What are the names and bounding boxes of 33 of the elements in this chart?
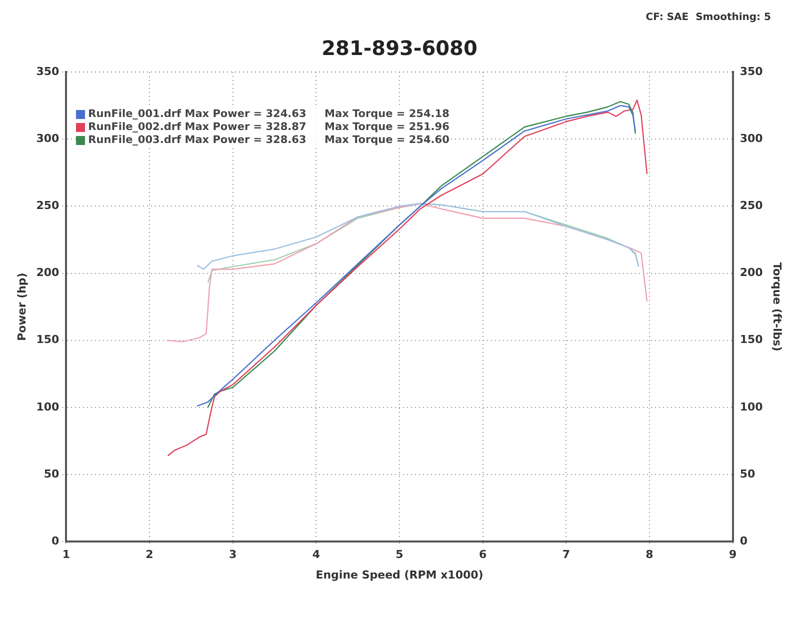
y2-tick-label: 100 xyxy=(740,400,764,414)
y2-tick-label: 200 xyxy=(740,266,764,280)
x-tick-label: 1 xyxy=(62,548,70,562)
x-tick-label: 7 xyxy=(562,548,570,562)
y2-tick-label: 0 xyxy=(740,534,748,548)
y-axis-title: Power (hp) xyxy=(15,272,28,341)
x-tick-label: 4 xyxy=(312,548,320,562)
y-tick-label: 100 xyxy=(36,400,60,414)
legend-label: RunFile_002.drf Max Power = 328.87 Max Torque = 251.96 xyxy=(88,121,450,134)
text: CF: SAE Smoothing: 5 xyxy=(646,12,771,23)
x-tick-label: 5 xyxy=(396,548,404,562)
y2-tick-label: 50 xyxy=(740,467,756,480)
y-tick-label: 300 xyxy=(36,132,60,145)
x-tick-label: 6 xyxy=(479,548,488,562)
y-tick-label: 250 xyxy=(36,199,60,212)
x-tick-label: 9 xyxy=(729,548,737,562)
y-tick-label: 50 xyxy=(44,467,60,480)
y2-tick-label: 350 xyxy=(740,64,764,78)
x-axis-title: Engine Speed (RPM x1000) xyxy=(316,568,484,582)
x-tick-label: 3 xyxy=(229,548,237,562)
legend-label: RunFile_003.drf Max Power = 328.63 Max Torque = 254.60 xyxy=(88,134,450,147)
y2-tick-label: 150 xyxy=(740,333,764,346)
y-tick-label: 0 xyxy=(52,534,60,548)
y-tick-label: 200 xyxy=(36,266,60,280)
y2-tick-label: 250 xyxy=(740,199,764,212)
y-tick-label: 150 xyxy=(36,333,60,346)
y2-tick-label: 300 xyxy=(740,132,764,145)
x-tick-label: 2 xyxy=(146,548,154,562)
chart-title: 281-893-6080 xyxy=(322,36,478,60)
y-tick-label: 350 xyxy=(36,64,60,78)
y2-axis-title: Torque (ft-lbs) xyxy=(770,262,784,352)
x-tick-label: 8 xyxy=(646,548,654,562)
legend-label: RunFile_001.drf Max Power = 324.63 Max Torque = 254.18 xyxy=(88,108,450,121)
